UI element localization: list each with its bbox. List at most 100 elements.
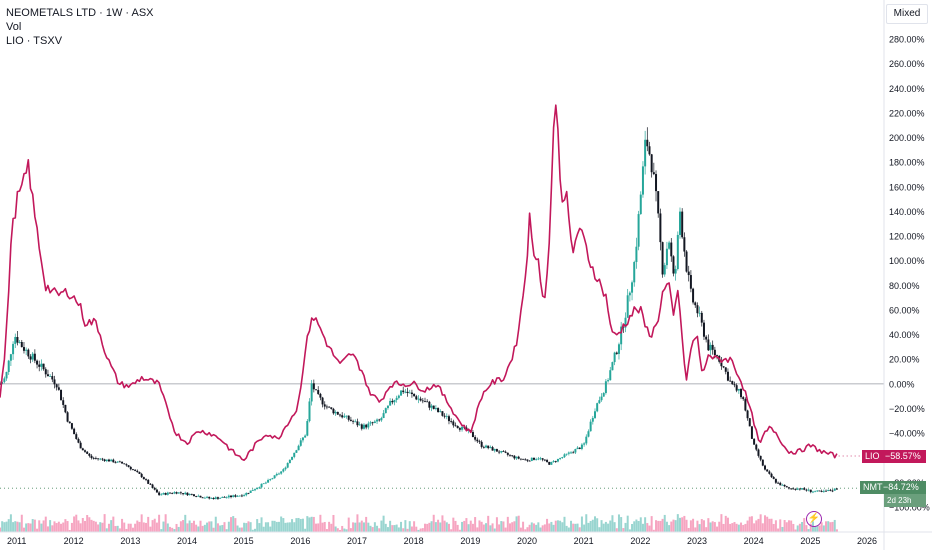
legend-compare[interactable]: LIO · TSXV <box>6 35 63 47</box>
volume-bar <box>737 524 740 532</box>
volume-bar <box>668 525 671 532</box>
nmt-candle-body <box>589 421 592 432</box>
volume-bar <box>249 522 252 532</box>
scale-mode-button[interactable]: Mixed <box>886 4 928 24</box>
volume-bar <box>807 529 810 532</box>
nmt-candle-body <box>107 459 110 462</box>
volume-bar <box>147 516 150 532</box>
volume-bar <box>576 523 579 532</box>
volume-bar <box>149 526 152 532</box>
nmt-price-badge: NMT−84.72% <box>860 481 926 494</box>
nmt-candle-body <box>210 497 213 499</box>
volume-bar <box>325 529 328 532</box>
volume-bar <box>487 515 490 532</box>
volume-bar <box>12 522 15 532</box>
volume-bar <box>428 522 431 532</box>
volume-bar <box>77 520 80 532</box>
nmt-candle-body <box>160 494 163 496</box>
nmt-candle-body <box>267 479 270 483</box>
volume-bar <box>112 516 115 532</box>
volume-bar <box>450 529 453 532</box>
volume-bar <box>526 527 529 532</box>
volume-bar <box>158 514 161 532</box>
nmt-candle-body <box>801 488 804 490</box>
nmt-candle-body <box>731 381 734 385</box>
nmt-candle-body <box>787 487 790 489</box>
nmt-candle-body <box>114 462 117 464</box>
volume-bar <box>206 522 209 532</box>
volume-bar <box>321 522 324 532</box>
nmt-candle-body <box>735 385 738 391</box>
nmt-candle-body <box>273 475 276 479</box>
nmt-candle-body <box>694 302 697 306</box>
volume-bar <box>336 528 339 532</box>
volume-bar <box>160 529 163 532</box>
volume-bar <box>620 517 623 532</box>
volume-bar <box>116 525 119 532</box>
nmt-candle-body <box>829 489 832 491</box>
volume-bar <box>685 519 688 532</box>
nmt-candle-body <box>362 424 365 429</box>
nmt-candle-body <box>546 460 549 462</box>
nmt-candle-body <box>628 292 631 296</box>
volume-bar <box>251 529 254 532</box>
volume-bar <box>354 522 357 532</box>
volume-bar <box>369 525 372 532</box>
volume-bar <box>535 524 538 532</box>
nmt-candle-body <box>236 495 239 497</box>
legend-volume[interactable]: Vol <box>6 21 22 33</box>
nmt-candle-body <box>330 407 333 409</box>
nmt-candle-body <box>737 388 740 391</box>
nmt-candle-body <box>286 463 289 468</box>
volume-bar <box>299 518 302 532</box>
volume-bar <box>777 528 780 532</box>
nmt-candle-body <box>755 444 758 450</box>
nmt-candle-body <box>149 483 152 485</box>
nmt-candle-body <box>820 491 823 492</box>
volume-bar <box>408 521 411 532</box>
volume-bar <box>317 523 320 532</box>
nmt-candle-body <box>365 424 368 428</box>
nmt-candle-body <box>495 449 498 452</box>
nmt-candle-body <box>689 275 692 289</box>
y-tick-label: 240.00% <box>889 84 925 94</box>
volume-bar <box>271 520 274 532</box>
nmt-candle-body <box>60 389 63 401</box>
x-tick-label: 2021 <box>574 536 594 546</box>
nmt-candle-body <box>339 414 341 416</box>
nmt-candle-body <box>524 459 527 461</box>
nmt-candle-body <box>112 459 115 463</box>
volume-bar <box>748 516 751 532</box>
volume-bar <box>92 520 95 532</box>
nmt-candle-body <box>173 492 176 494</box>
volume-bar <box>315 523 318 532</box>
nmt-candle-body <box>807 489 810 491</box>
nmt-candle-body <box>613 352 616 363</box>
volume-bar <box>186 523 189 532</box>
nmt-candle-body <box>153 487 156 490</box>
nmt-candle-body <box>42 363 45 370</box>
volume-bar <box>49 520 52 532</box>
nmt-candle-body <box>594 411 596 418</box>
volume-bar <box>753 523 756 532</box>
nmt-candle-body <box>332 408 335 414</box>
nmt-candle-body <box>663 265 666 275</box>
nmt-candle-body <box>672 256 675 274</box>
volume-bar <box>227 521 230 532</box>
nmt-candle-body <box>674 268 677 274</box>
y-tick-label: 220.00% <box>889 108 925 118</box>
volume-bar <box>679 517 681 532</box>
volume-bar <box>214 516 217 532</box>
volume-bar <box>652 529 655 532</box>
lightning-bolt-icon[interactable]: ⚡ <box>806 511 822 527</box>
nmt-candle-body <box>18 342 21 343</box>
volume-bar <box>750 516 753 532</box>
volume-bar <box>639 517 642 532</box>
nmt-candle-body <box>707 339 710 351</box>
legend-title[interactable]: NEOMETALS LTD · 1W · ASX <box>6 7 154 19</box>
nmt-candle-body <box>400 390 403 396</box>
volume-bar <box>641 523 644 532</box>
volume-bar <box>68 529 71 532</box>
volume-bar <box>97 524 100 532</box>
